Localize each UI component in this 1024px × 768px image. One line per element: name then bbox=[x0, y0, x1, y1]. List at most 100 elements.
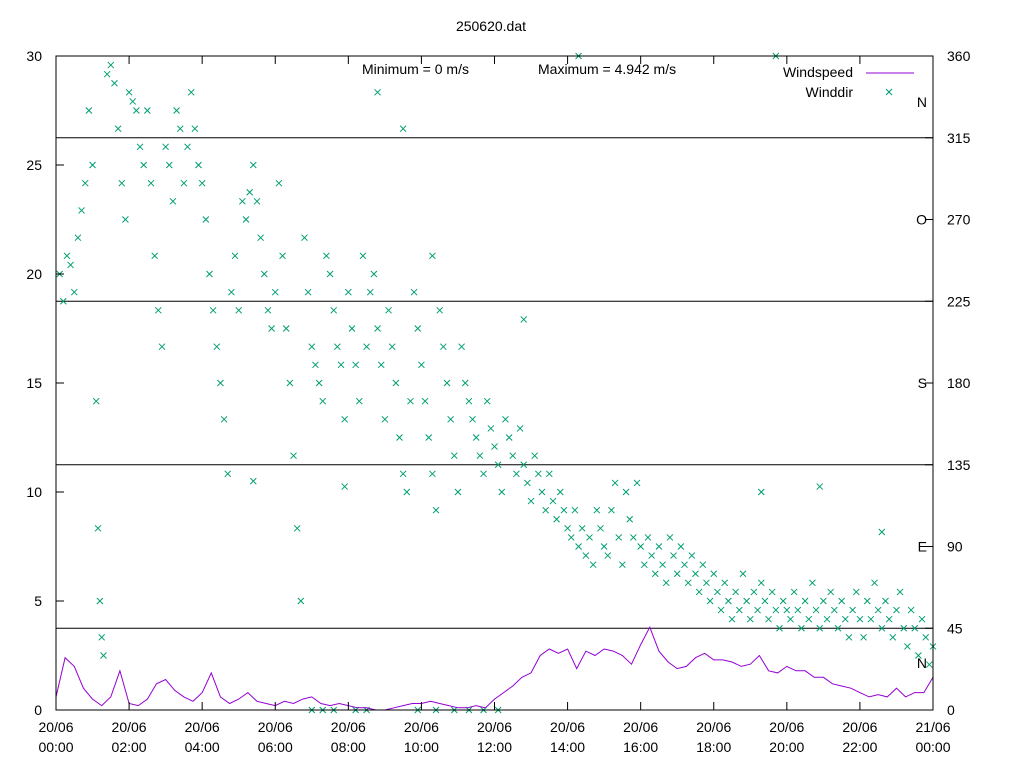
winddir-point bbox=[352, 361, 359, 369]
right-tick-label: 360 bbox=[947, 48, 971, 64]
winddir-point bbox=[147, 179, 155, 187]
winddir-point bbox=[253, 197, 261, 205]
left-tick-label: 10 bbox=[26, 484, 42, 500]
compass-label: S bbox=[918, 375, 927, 391]
winddir-point bbox=[315, 379, 323, 387]
right-tick-label: 0 bbox=[947, 702, 955, 718]
winddir-point bbox=[374, 88, 381, 96]
winddir-point bbox=[388, 343, 396, 351]
winddir-point bbox=[516, 425, 524, 432]
winddir-point bbox=[699, 561, 707, 569]
winddir-point bbox=[845, 633, 853, 641]
winddir-point bbox=[776, 624, 783, 632]
winddir-point bbox=[67, 261, 74, 269]
x-tick-label-time: 22:00 bbox=[842, 739, 877, 755]
winddir-point bbox=[721, 579, 729, 587]
compass-label: E bbox=[918, 539, 927, 555]
winddir-point bbox=[761, 597, 769, 605]
winddir-point bbox=[421, 397, 429, 405]
winddir-point bbox=[206, 270, 213, 278]
winddir-point bbox=[655, 543, 663, 550]
winddir-point bbox=[578, 524, 586, 532]
winddir-point bbox=[871, 579, 878, 587]
winddir-point bbox=[70, 288, 78, 296]
winddir-point bbox=[425, 434, 433, 441]
winddir-point bbox=[337, 361, 345, 369]
winddir-point bbox=[334, 343, 341, 351]
winddir-point bbox=[772, 606, 780, 614]
legend: Windspeed Winddir bbox=[783, 64, 914, 100]
winddir-point bbox=[743, 597, 750, 605]
winddir-point bbox=[140, 161, 148, 169]
winddir-point bbox=[144, 107, 151, 114]
winddir-point bbox=[509, 452, 517, 460]
winddir-point bbox=[556, 488, 564, 496]
winddir-point bbox=[63, 252, 71, 260]
winddir-point bbox=[677, 543, 685, 550]
winddir-point bbox=[542, 506, 550, 514]
winddir-point bbox=[173, 107, 180, 114]
compass-label: N bbox=[917, 655, 927, 671]
winddir-point bbox=[600, 543, 608, 550]
winddir-point bbox=[765, 615, 772, 623]
winddir-point bbox=[801, 597, 809, 605]
right-y-axis: 0 45 90 135 180 225 270 315 360 bbox=[925, 48, 971, 718]
x-tick-label-time: 08:00 bbox=[331, 739, 366, 755]
winddir-point bbox=[849, 606, 856, 614]
x-tick-label-time: 20:00 bbox=[769, 739, 804, 755]
x-tick-label-time: 06:00 bbox=[258, 739, 293, 755]
legend-label-windspeed: Windspeed bbox=[783, 64, 853, 80]
winddir-point bbox=[820, 597, 827, 605]
winddir-point bbox=[282, 325, 290, 332]
winddir-point bbox=[330, 306, 338, 314]
winddir-point bbox=[586, 534, 593, 541]
x-axis: 20/06 00:00 20/06 02:00 20/06 04:00 20/06 06:00… bbox=[38, 56, 951, 755]
direction-reference-lines bbox=[56, 137, 933, 629]
winddir-point bbox=[377, 361, 385, 369]
winddir-point bbox=[918, 615, 926, 623]
winddir-point bbox=[407, 397, 414, 405]
winddir-point bbox=[107, 61, 115, 69]
winddir-point bbox=[856, 615, 864, 623]
winddir-point bbox=[827, 588, 835, 596]
winddir-point bbox=[889, 633, 897, 641]
winddir-point bbox=[659, 561, 666, 569]
winddir-point bbox=[520, 316, 528, 323]
winddir-point bbox=[198, 179, 206, 187]
compass-label: O bbox=[916, 212, 927, 228]
winddir-point bbox=[863, 597, 871, 605]
winddir-point bbox=[739, 570, 747, 578]
winddir-point bbox=[684, 579, 692, 587]
winddir-point bbox=[626, 515, 634, 523]
winddir-point bbox=[246, 188, 254, 196]
winddir-point bbox=[692, 570, 699, 578]
winddir-point bbox=[816, 624, 824, 632]
winddir-point bbox=[812, 606, 820, 614]
winddir-point bbox=[275, 179, 283, 187]
winddir-point bbox=[538, 488, 546, 496]
x-tick-label-date: 20/06 bbox=[258, 719, 293, 735]
winddir-point bbox=[505, 434, 513, 441]
winddir-point bbox=[498, 488, 506, 496]
winddir-point bbox=[673, 570, 681, 578]
winddir-point bbox=[308, 343, 316, 351]
winddir-point bbox=[860, 633, 867, 641]
winddir-point bbox=[725, 597, 732, 605]
winddir-point bbox=[531, 452, 539, 460]
winddir-point bbox=[100, 652, 107, 659]
winddir-point bbox=[867, 615, 875, 623]
winddir-point bbox=[885, 615, 893, 623]
winddir-point bbox=[527, 497, 535, 505]
winddir-point bbox=[615, 534, 623, 541]
winddir-point bbox=[410, 288, 418, 296]
winddir-point bbox=[651, 570, 659, 578]
x-tick-label-time: 16:00 bbox=[623, 739, 658, 755]
x-tick-label-time: 00:00 bbox=[915, 739, 950, 755]
left-tick-label: 30 bbox=[26, 48, 42, 64]
winddir-point bbox=[323, 252, 330, 260]
right-tick-label: 45 bbox=[947, 620, 963, 636]
winddir-point bbox=[816, 483, 824, 490]
winddir-point bbox=[98, 633, 106, 641]
winddir-point bbox=[560, 506, 568, 514]
winddir-point bbox=[798, 624, 805, 632]
